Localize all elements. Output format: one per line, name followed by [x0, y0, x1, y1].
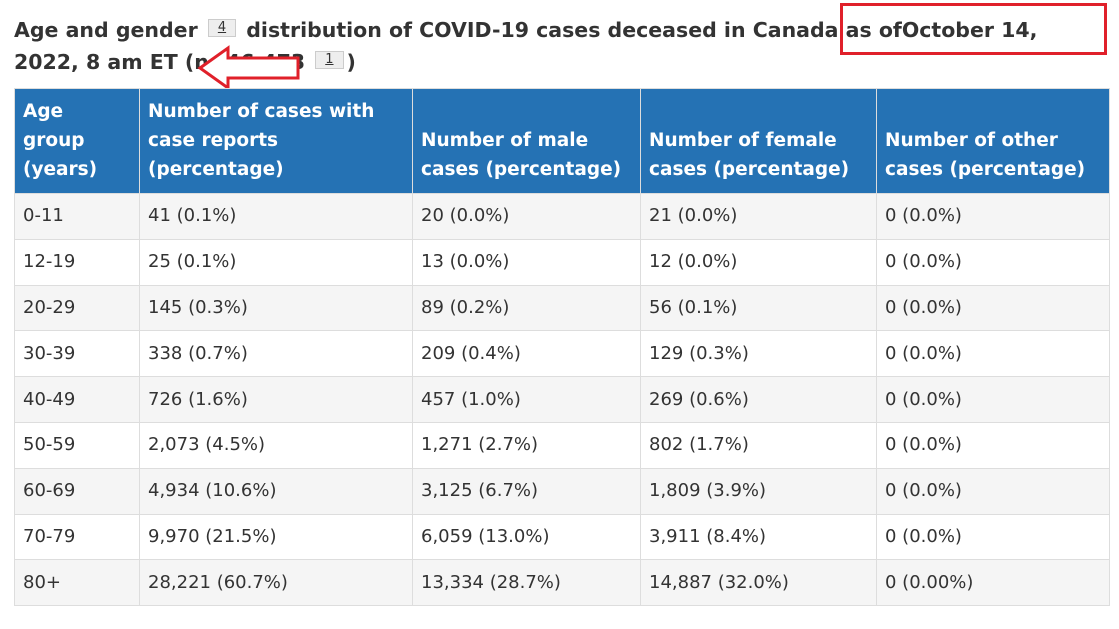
- total-cases-cell: 726 (1.6%): [139, 376, 413, 423]
- table-row: 30-39 338 (0.7%) 209 (0.4%) 129 (0.3%) 0 (0.…: [14, 330, 1110, 378]
- male-cases-cell: 89 (0.2%): [412, 284, 641, 332]
- female-cases-cell: 56 (0.1%): [640, 284, 877, 332]
- other-cases-cell: 0 (0.0%): [876, 193, 1110, 240]
- age-group-cell: 20-29: [14, 284, 140, 332]
- table-row: 80+ 28,221 (60.7%) 13,334 (28.7%) 14,887 (3…: [14, 559, 1110, 607]
- header-total-cases: Number of cases with case reports (perce…: [139, 88, 413, 194]
- total-cases-cell: 25 (0.1%): [139, 238, 413, 286]
- table-row: 0-11 41 (0.1%) 20 (0.0%) 21 (0.0%) 0 (0.0%): [14, 193, 1110, 240]
- caption-date: October 14, 2022, 8 am: [14, 18, 1038, 74]
- total-cases-cell: 2,073 (4.5%): [139, 421, 413, 469]
- other-cases-cell: 0 (0.0%): [876, 421, 1110, 469]
- other-cases-cell: 0 (0.00%): [876, 559, 1110, 607]
- table-caption: Age and gender 4 distribution of COVID-1…: [14, 14, 1109, 78]
- age-group-cell: 70-79: [14, 513, 140, 561]
- total-cases-cell: 9,970 (21.5%): [139, 513, 413, 561]
- table-row: 40-49 726 (1.6%) 457 (1.0%) 269 (0.6%) 0 (0.…: [14, 376, 1110, 423]
- other-cases-cell: 0 (0.0%): [876, 330, 1110, 378]
- age-group-cell: 60-69: [14, 467, 140, 515]
- age-group-cell: 0-11: [14, 193, 140, 240]
- other-cases-cell: 0 (0.0%): [876, 376, 1110, 423]
- female-cases-cell: 802 (1.7%): [640, 421, 877, 469]
- other-cases-cell: 0 (0.0%): [876, 284, 1110, 332]
- header-other-cases: Number of other cases (percentage): [876, 88, 1110, 194]
- header-female-cases: Number of female cases (percentage): [640, 88, 877, 194]
- total-cases-cell: 4,934 (10.6%): [139, 467, 413, 515]
- female-cases-cell: 129 (0.3%): [640, 330, 877, 378]
- table-header-row: Age group (years) Number of cases with c…: [14, 88, 1110, 194]
- table-row: 20-29 145 (0.3%) 89 (0.2%) 56 (0.1%) 0 (0.0%…: [14, 284, 1110, 332]
- male-cases-cell: 1,271 (2.7%): [412, 421, 641, 469]
- female-cases-cell: 14,887 (32.0%): [640, 559, 877, 607]
- age-group-cell: 30-39: [14, 330, 140, 378]
- age-group-cell: 40-49: [14, 376, 140, 423]
- total-cases-cell: 338 (0.7%): [139, 330, 413, 378]
- table-row: 70-79 9,970 (21.5%) 6,059 (13.0%) 3,911 (8.…: [14, 513, 1110, 561]
- male-cases-cell: 6,059 (13.0%): [412, 513, 641, 561]
- other-cases-cell: 0 (0.0%): [876, 513, 1110, 561]
- other-cases-cell: 0 (0.0%): [876, 467, 1110, 515]
- total-cases-cell: 28,221 (60.7%): [139, 559, 413, 607]
- footnote-link-1[interactable]: 1: [315, 51, 344, 69]
- male-cases-cell: 20 (0.0%): [412, 193, 641, 240]
- header-age-group: Age group (years): [14, 88, 140, 194]
- caption-close-paren: ): [346, 50, 356, 74]
- red-arrow-annotation: [197, 45, 300, 91]
- table-row: 60-69 4,934 (10.6%) 3,125 (6.7%) 1,809 (3.9…: [14, 467, 1110, 515]
- table-row: 12-19 25 (0.1%) 13 (0.0%) 12 (0.0%) 0 (0.0%): [14, 238, 1110, 286]
- other-cases-cell: 0 (0.0%): [876, 238, 1110, 286]
- male-cases-cell: 209 (0.4%): [412, 330, 641, 378]
- female-cases-cell: 21 (0.0%): [640, 193, 877, 240]
- male-cases-cell: 13 (0.0%): [412, 238, 641, 286]
- total-cases-cell: 145 (0.3%): [139, 284, 413, 332]
- header-male-cases: Number of male cases (percentage): [412, 88, 641, 194]
- table-row: 50-59 2,073 (4.5%) 1,271 (2.7%) 802 (1.7%) 0…: [14, 421, 1110, 469]
- female-cases-cell: 3,911 (8.4%): [640, 513, 877, 561]
- age-group-cell: 80+: [14, 559, 140, 607]
- total-cases-cell: 41 (0.1%): [139, 193, 413, 240]
- age-group-cell: 12-19: [14, 238, 140, 286]
- caption-text-start: Age and gender: [14, 18, 198, 42]
- male-cases-cell: 457 (1.0%): [412, 376, 641, 423]
- deceased-cases-table: Age group (years) Number of cases with c…: [14, 88, 1110, 607]
- footnote-link-4[interactable]: 4: [207, 19, 237, 37]
- male-cases-cell: 13,334 (28.7%): [412, 559, 641, 607]
- female-cases-cell: 12 (0.0%): [640, 238, 877, 286]
- male-cases-cell: 3,125 (6.7%): [412, 467, 641, 515]
- female-cases-cell: 269 (0.6%): [640, 376, 877, 423]
- caption-text-middle: distribution of COVID-19 cases deceased …: [246, 18, 902, 42]
- female-cases-cell: 1,809 (3.9%): [640, 467, 877, 515]
- age-group-cell: 50-59: [14, 421, 140, 469]
